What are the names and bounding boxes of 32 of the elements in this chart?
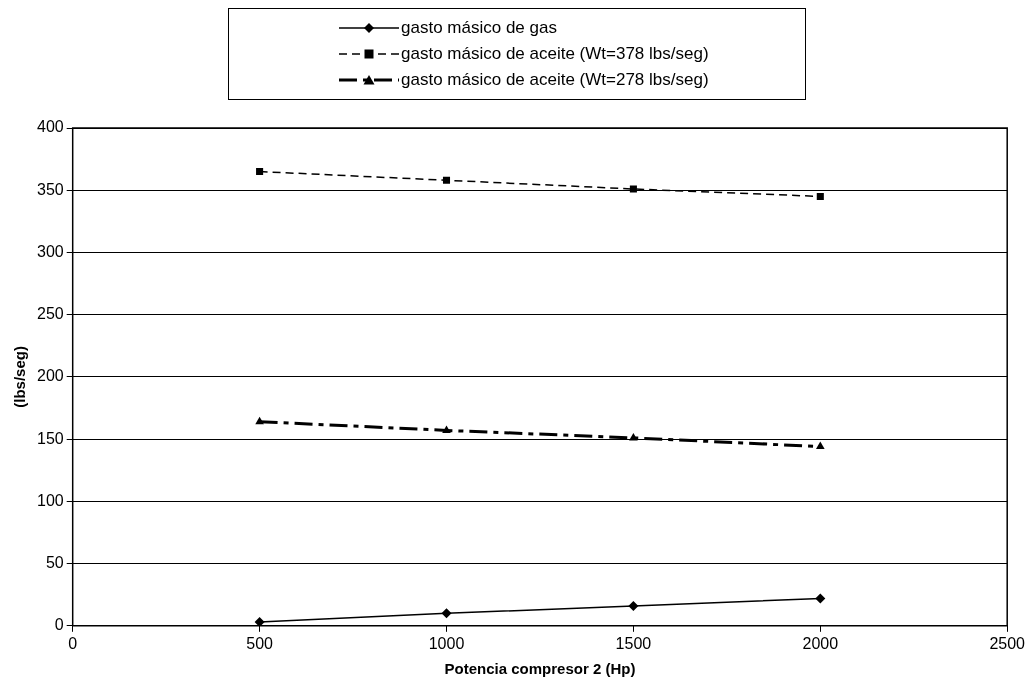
- point: [629, 185, 637, 193]
- x-tick-label: 2500: [989, 634, 1026, 652]
- point: [815, 441, 825, 450]
- point: [442, 176, 451, 184]
- point: [254, 617, 265, 626]
- x-tick-label: 1500: [615, 634, 652, 652]
- x-axis-title: Potencia compresor 2 (Hp): [444, 660, 636, 678]
- point: [629, 432, 638, 441]
- point: [815, 593, 826, 604]
- y-tick-label: 0: [54, 616, 64, 634]
- y-tick-label: 150: [36, 429, 64, 447]
- point: [442, 425, 451, 433]
- legend-label: gasto másico de aceite (Wt=378 lbs/seg): [401, 44, 709, 64]
- point: [256, 168, 264, 176]
- y-tick-label: 350: [36, 180, 64, 198]
- point: [816, 192, 824, 200]
- point: [441, 608, 452, 619]
- y-tick-label: 400: [36, 118, 64, 136]
- legend-label: gasto másico de gas: [401, 18, 557, 38]
- x-tick-label: 0: [68, 634, 78, 652]
- y-tick-label: 300: [36, 242, 64, 260]
- y-axis-title: (lbs/seg): [11, 346, 29, 408]
- y-tick-label: 100: [36, 491, 64, 509]
- x-tick-label: 1000: [428, 634, 465, 652]
- x-tick-label: 2000: [802, 634, 839, 652]
- point: [255, 416, 264, 425]
- y-tick-label: 50: [45, 553, 64, 571]
- legend-label: gasto másico de aceite (Wt=278 lbs/seg): [401, 70, 709, 90]
- y-tick-label: 250: [36, 305, 64, 323]
- y-tick-label: 200: [36, 367, 64, 385]
- x-tick-label: 500: [246, 634, 274, 652]
- point: [628, 600, 639, 611]
